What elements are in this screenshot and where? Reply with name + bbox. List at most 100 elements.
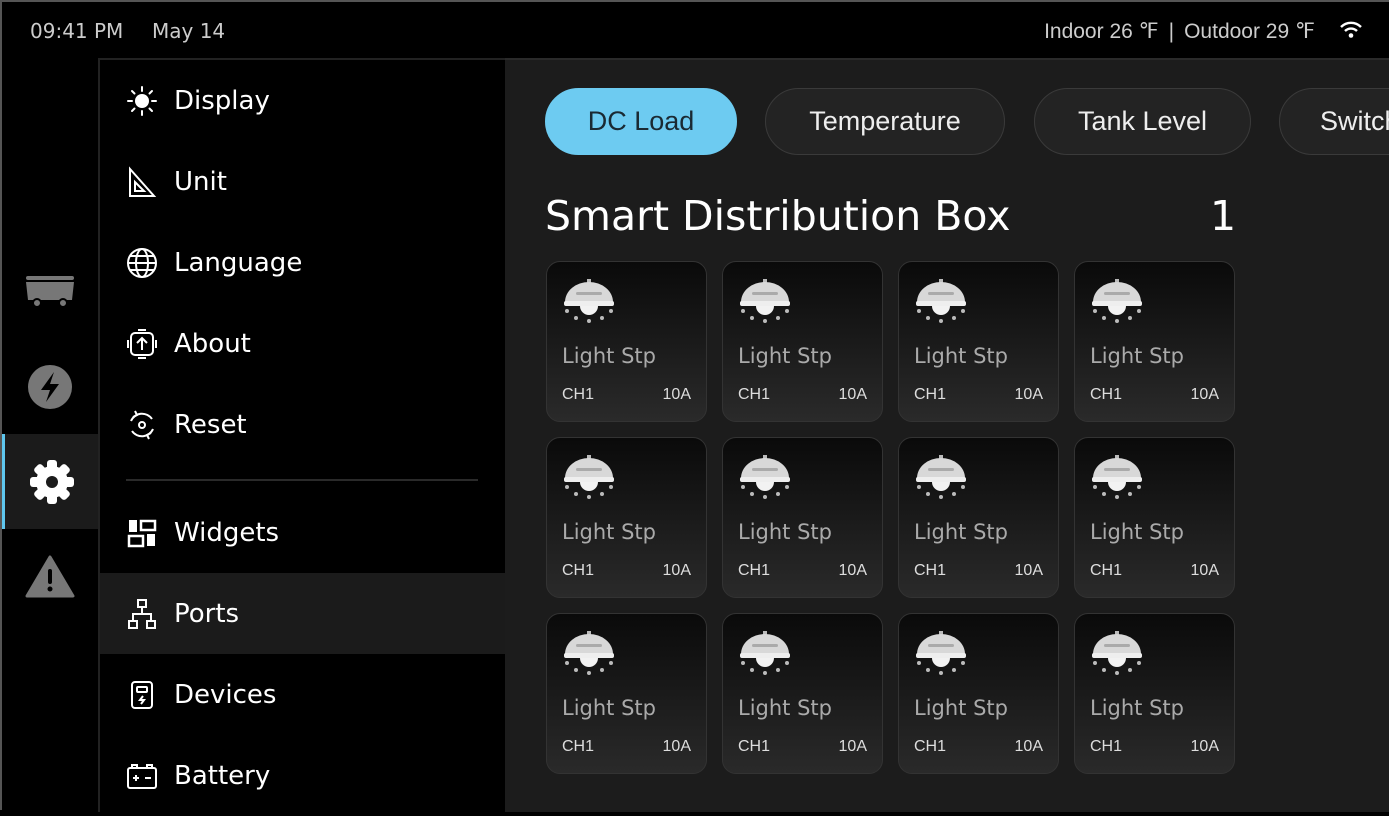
- load-card[interactable]: Light Stp CH1 10A: [546, 613, 707, 774]
- ceiling-light-icon: [564, 455, 614, 499]
- menu-item-battery[interactable]: Battery: [100, 735, 505, 816]
- device-count: 1: [1210, 192, 1237, 240]
- current-rating: 10A: [662, 562, 691, 579]
- tab-temperature[interactable]: Temperature: [765, 88, 1005, 155]
- menu-item-label: Unit: [174, 166, 227, 197]
- tab-switch[interactable]: Switch: [1279, 88, 1389, 155]
- channel: CH1: [914, 562, 947, 579]
- current-rating: 10A: [838, 562, 867, 579]
- ceiling-light-icon: [564, 631, 614, 675]
- reset-icon: [130, 410, 154, 439]
- menu-item-label: Widgets: [174, 517, 280, 548]
- channel: CH1: [914, 738, 947, 755]
- channel: CH1: [562, 738, 595, 755]
- load-name: Light Stp: [1090, 520, 1184, 544]
- tab-tank-level[interactable]: Tank Level: [1034, 88, 1251, 155]
- load-card[interactable]: Light Stp CH1 10A: [898, 437, 1059, 598]
- load-name: Light Stp: [914, 696, 1008, 720]
- menu-item-unit[interactable]: Unit: [100, 141, 505, 222]
- sun-icon: [127, 85, 157, 116]
- nav-power[interactable]: [2, 339, 98, 434]
- nav-settings[interactable]: [2, 434, 98, 529]
- ceiling-light-icon: [1092, 279, 1142, 323]
- menu-item-ports[interactable]: Ports: [100, 573, 505, 654]
- current-rating: 10A: [662, 738, 691, 755]
- current-rating: 10A: [1190, 562, 1219, 579]
- set-square-icon: [129, 165, 157, 197]
- current-rating: 10A: [1190, 738, 1219, 755]
- load-card[interactable]: Light Stp CH1 10A: [1074, 613, 1235, 774]
- globe-icon: [127, 247, 157, 278]
- ceiling-light-icon: [740, 455, 790, 499]
- load-name: Light Stp: [1090, 344, 1184, 368]
- load-card[interactable]: Light Stp CH1 10A: [546, 261, 707, 422]
- page-title: Smart Distribution Box: [545, 192, 1011, 240]
- load-card[interactable]: Light Stp CH1 10A: [722, 437, 883, 598]
- load-name: Light Stp: [738, 520, 832, 544]
- load-name: Light Stp: [738, 344, 832, 368]
- ceiling-light-icon: [740, 279, 790, 323]
- menu-divider: [126, 479, 478, 481]
- load-card[interactable]: Light Stp CH1 10A: [898, 613, 1059, 774]
- load-card[interactable]: Light Stp CH1 10A: [898, 261, 1059, 422]
- load-name: Light Stp: [1090, 696, 1184, 720]
- main-nav-rail: [2, 58, 98, 812]
- temperature-readout: Indoor 26 ℉ | Outdoor 29 ℉: [1044, 19, 1315, 44]
- channel: CH1: [738, 738, 771, 755]
- ceiling-light-icon: [1092, 455, 1142, 499]
- load-name: Light Stp: [914, 520, 1008, 544]
- menu-item-label: Language: [174, 247, 303, 278]
- load-card[interactable]: Light Stp CH1 10A: [722, 261, 883, 422]
- status-bar: 09:41 PM May 14 Indoor 26 ℉ | Outdoor 29 ℉: [2, 2, 1389, 58]
- menu-item-label: Reset: [174, 409, 247, 440]
- menu-item-reset[interactable]: Reset: [100, 384, 505, 465]
- load-name: Light Stp: [562, 696, 656, 720]
- load-name: Light Stp: [914, 344, 1008, 368]
- menu-item-label: Ports: [174, 598, 240, 629]
- nav-vehicle[interactable]: [2, 244, 98, 339]
- channel: CH1: [738, 562, 771, 579]
- menu-item-label: Battery: [174, 760, 271, 791]
- current-rating: 10A: [1190, 386, 1219, 403]
- menu-item-about[interactable]: About: [100, 303, 505, 384]
- lightning-icon: [28, 364, 72, 409]
- menu-item-display[interactable]: Display: [100, 60, 505, 141]
- menu-item-label: Display: [174, 85, 270, 116]
- current-rating: 10A: [662, 386, 691, 403]
- channel: CH1: [738, 386, 771, 403]
- clock: 09:41 PM: [30, 19, 124, 43]
- ceiling-light-icon: [740, 631, 790, 675]
- menu-item-widgets[interactable]: Widgets: [100, 492, 505, 573]
- channel: CH1: [914, 386, 947, 403]
- ceiling-light-icon: [564, 279, 614, 323]
- gear-icon: [28, 458, 75, 505]
- load-card[interactable]: Light Stp CH1 10A: [546, 437, 707, 598]
- nav-alerts[interactable]: [2, 529, 98, 624]
- ceiling-light-icon: [916, 631, 966, 675]
- load-name: Light Stp: [738, 696, 832, 720]
- outdoor-temp: Outdoor 29 ℉: [1184, 20, 1315, 43]
- tab-dc-load[interactable]: DC Load: [545, 88, 737, 155]
- load-card[interactable]: Light Stp CH1 10A: [722, 613, 883, 774]
- indoor-temp: Indoor 26 ℉: [1044, 20, 1159, 43]
- menu-item-language[interactable]: Language: [100, 222, 505, 303]
- load-name: Light Stp: [562, 344, 656, 368]
- network-icon: [128, 598, 156, 629]
- separator: |: [1168, 20, 1175, 43]
- channel: CH1: [562, 386, 595, 403]
- menu-item-devices[interactable]: Devices: [100, 654, 505, 735]
- battery-icon: [127, 763, 157, 789]
- date: May 14: [152, 19, 226, 43]
- current-rating: 10A: [1014, 562, 1043, 579]
- channel: CH1: [1090, 738, 1123, 755]
- load-card[interactable]: Light Stp CH1 10A: [1074, 437, 1235, 598]
- current-rating: 10A: [838, 386, 867, 403]
- load-card[interactable]: Light Stp CH1 10A: [1074, 261, 1235, 422]
- menu-item-label: About: [174, 328, 251, 359]
- ceiling-light-icon: [916, 455, 966, 499]
- ceiling-light-icon: [1092, 631, 1142, 675]
- channel: CH1: [1090, 562, 1123, 579]
- current-rating: 10A: [1014, 738, 1043, 755]
- current-rating: 10A: [838, 738, 867, 755]
